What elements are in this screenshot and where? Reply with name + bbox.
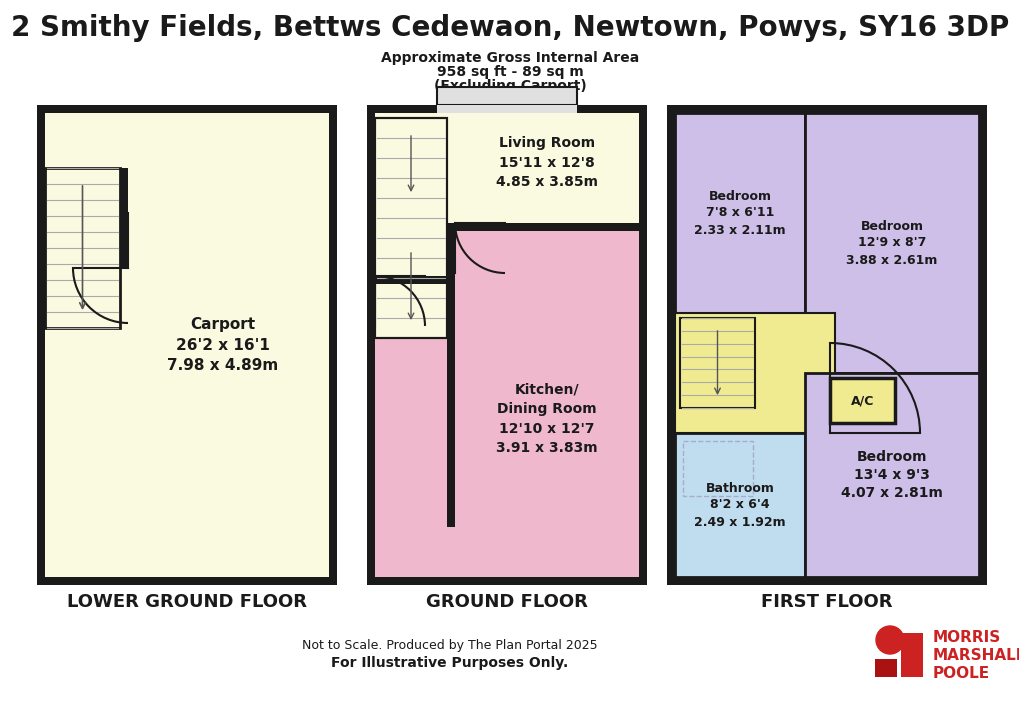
Text: For Illustrative Purposes Only.: For Illustrative Purposes Only. — [331, 656, 568, 670]
Bar — [680, 318, 754, 408]
Text: Bedroom
13'4 x 9'3
4.07 x 2.81m: Bedroom 13'4 x 9'3 4.07 x 2.81m — [841, 449, 942, 500]
Bar — [829, 378, 894, 423]
Text: Carport
26'2 x 16'1
7.98 x 4.89m: Carport 26'2 x 16'1 7.98 x 4.89m — [167, 317, 278, 374]
Text: Bedroom
12'9 x 8'7
3.88 x 2.61m: Bedroom 12'9 x 8'7 3.88 x 2.61m — [846, 220, 936, 266]
Bar — [675, 433, 804, 577]
Bar — [874, 659, 896, 677]
Bar — [120, 168, 127, 268]
Bar — [375, 118, 446, 338]
Bar — [804, 373, 978, 577]
Text: MARSHALL: MARSHALL — [932, 647, 1019, 662]
Bar — [446, 223, 638, 231]
Bar — [367, 105, 646, 585]
Text: Bedroom
7'8 x 6'11
2.33 x 2.11m: Bedroom 7'8 x 6'11 2.33 x 2.11m — [694, 189, 785, 236]
Bar — [675, 313, 835, 433]
Bar — [45, 113, 329, 577]
Bar — [446, 276, 454, 527]
Bar — [446, 223, 454, 338]
Text: 958 sq ft - 89 sq m: 958 sq ft - 89 sq m — [436, 65, 583, 79]
Text: (Excluding Carport): (Excluding Carport) — [433, 79, 586, 93]
Bar — [375, 118, 446, 338]
Text: 2 Smithy Fields, Bettws Cedewaon, Newtown, Powys, SY16 3DP: 2 Smithy Fields, Bettws Cedewaon, Newtow… — [11, 14, 1008, 42]
Text: Living Room
15'11 x 12'8
4.85 x 3.85m: Living Room 15'11 x 12'8 4.85 x 3.85m — [495, 137, 597, 189]
Bar — [900, 633, 922, 677]
Bar — [375, 113, 638, 577]
Circle shape — [875, 626, 903, 654]
Bar — [675, 113, 978, 577]
Text: MORRIS: MORRIS — [932, 629, 1001, 644]
Text: Not to Scale. Produced by The Plan Portal 2025: Not to Scale. Produced by The Plan Porta… — [302, 639, 597, 652]
Bar — [37, 105, 336, 585]
Bar — [45, 168, 120, 328]
Text: A/C: A/C — [850, 394, 873, 407]
Bar — [436, 87, 577, 105]
Text: POOLE: POOLE — [932, 665, 989, 680]
Text: FIRST FLOOR: FIRST FLOOR — [760, 593, 892, 611]
Text: Kitchen/
Dining Room
12'10 x 12'7
3.91 x 3.83m: Kitchen/ Dining Room 12'10 x 12'7 3.91 x… — [495, 383, 597, 455]
Bar — [683, 441, 752, 496]
Text: Approximate Gross Internal Area: Approximate Gross Internal Area — [380, 51, 639, 65]
Bar — [666, 105, 986, 585]
Bar — [375, 276, 446, 284]
Text: Bathroom
8'2 x 6'4
2.49 x 1.92m: Bathroom 8'2 x 6'4 2.49 x 1.92m — [694, 482, 785, 528]
Bar — [804, 113, 978, 373]
Bar — [436, 105, 577, 113]
Bar — [675, 113, 804, 313]
Bar — [454, 226, 638, 577]
Text: LOWER GROUND FLOOR: LOWER GROUND FLOOR — [67, 593, 307, 611]
Text: GROUND FLOOR: GROUND FLOOR — [426, 593, 587, 611]
Bar — [375, 276, 454, 577]
